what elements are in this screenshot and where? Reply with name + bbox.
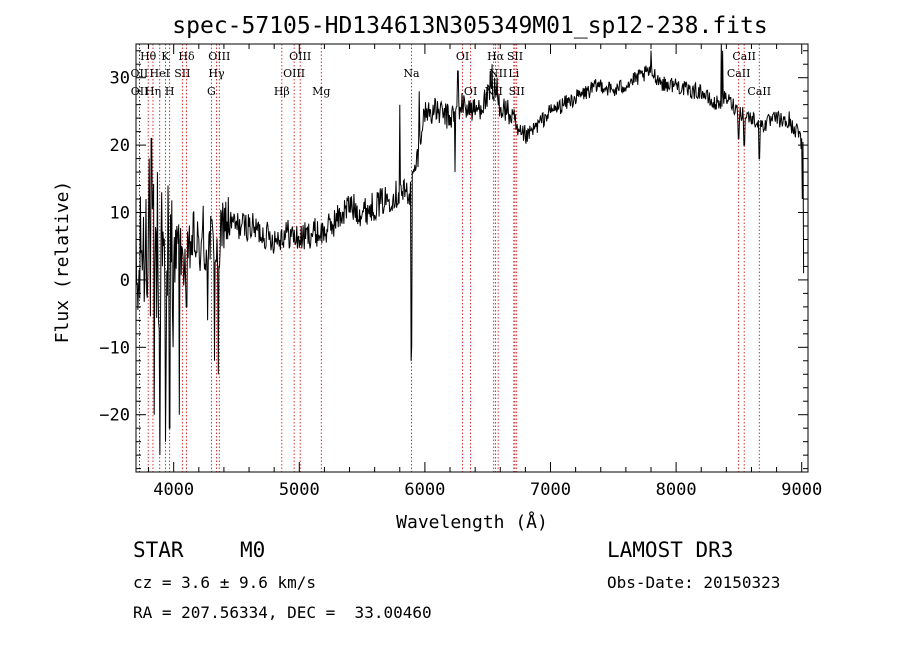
- line-label: Hβ: [274, 85, 290, 98]
- coordinates: RA = 207.56334, DEC = 33.00460: [133, 603, 432, 622]
- line-label: OII: [131, 67, 149, 80]
- line-label: Mg: [312, 85, 330, 98]
- line-label: Hγ: [208, 67, 225, 80]
- plot-frame: [135, 43, 809, 473]
- y-axis-label: Flux (relative): [52, 181, 73, 344]
- y-axis: −20 −10 0 10 20 30: [99, 50, 808, 470]
- line-label: OI: [464, 85, 477, 98]
- line-label: OIII: [289, 50, 311, 63]
- line-label: K: [161, 50, 170, 63]
- line-label: G: [207, 85, 216, 98]
- line-label: CaII: [727, 67, 751, 80]
- y-tick-label: 30: [110, 69, 130, 89]
- y-tick-label: 10: [110, 204, 130, 224]
- x-tick-label: 9000: [781, 480, 822, 500]
- survey-name: LAMOST DR3: [607, 538, 734, 562]
- chart-title: spec-57105-HD134613N305349M01_sp12-238.f…: [172, 13, 767, 39]
- line-label: H: [165, 85, 175, 98]
- observation-date: Obs-Date: 20150323: [607, 573, 781, 592]
- y-tick-label: −10: [99, 338, 130, 358]
- line-label: Hδ: [178, 50, 195, 63]
- x-axis-label: Wavelength (Å): [396, 511, 548, 533]
- line-label: OI: [456, 50, 469, 63]
- y-tick-label: 20: [110, 136, 130, 156]
- line-label: Hθ: [140, 50, 157, 63]
- line-label: Li: [508, 67, 519, 80]
- line-label: NII: [485, 85, 503, 98]
- line-label: OIII: [283, 67, 305, 80]
- x-tick-label: 6000: [404, 480, 445, 500]
- line-label: HeI: [150, 67, 170, 80]
- x-tick-label: 5000: [279, 480, 320, 500]
- y-tick-label: 0: [120, 271, 130, 291]
- line-label: CaII: [732, 50, 756, 63]
- line-label: Hα: [487, 50, 505, 63]
- line-markers: [138, 44, 760, 472]
- object-subclass: M0: [240, 538, 266, 562]
- line-label: SII: [507, 50, 523, 63]
- line-label: SII: [174, 67, 190, 80]
- spectrum-line: [135, 43, 805, 456]
- object-class: STAR: [133, 538, 184, 562]
- line-label: Hη: [145, 85, 161, 98]
- y-tick-label: −20: [99, 406, 130, 426]
- line-label: SII: [509, 85, 525, 98]
- x-tick-label: 7000: [530, 480, 571, 500]
- line-label: NII: [489, 67, 507, 80]
- x-tick-label: 4000: [153, 480, 194, 500]
- line-label: CaII: [747, 85, 771, 98]
- spectrum-chart: spec-57105-HD134613N305349M01_sp12-238.f…: [52, 13, 822, 533]
- line-label: Na: [403, 67, 420, 80]
- line-label: OIII: [208, 50, 230, 63]
- redshift-cz: cz = 3.6 ± 9.6 km/s: [133, 573, 317, 592]
- x-axis: 4000 5000 6000 7000 8000 9000: [148, 44, 822, 500]
- x-tick-label: 8000: [656, 480, 697, 500]
